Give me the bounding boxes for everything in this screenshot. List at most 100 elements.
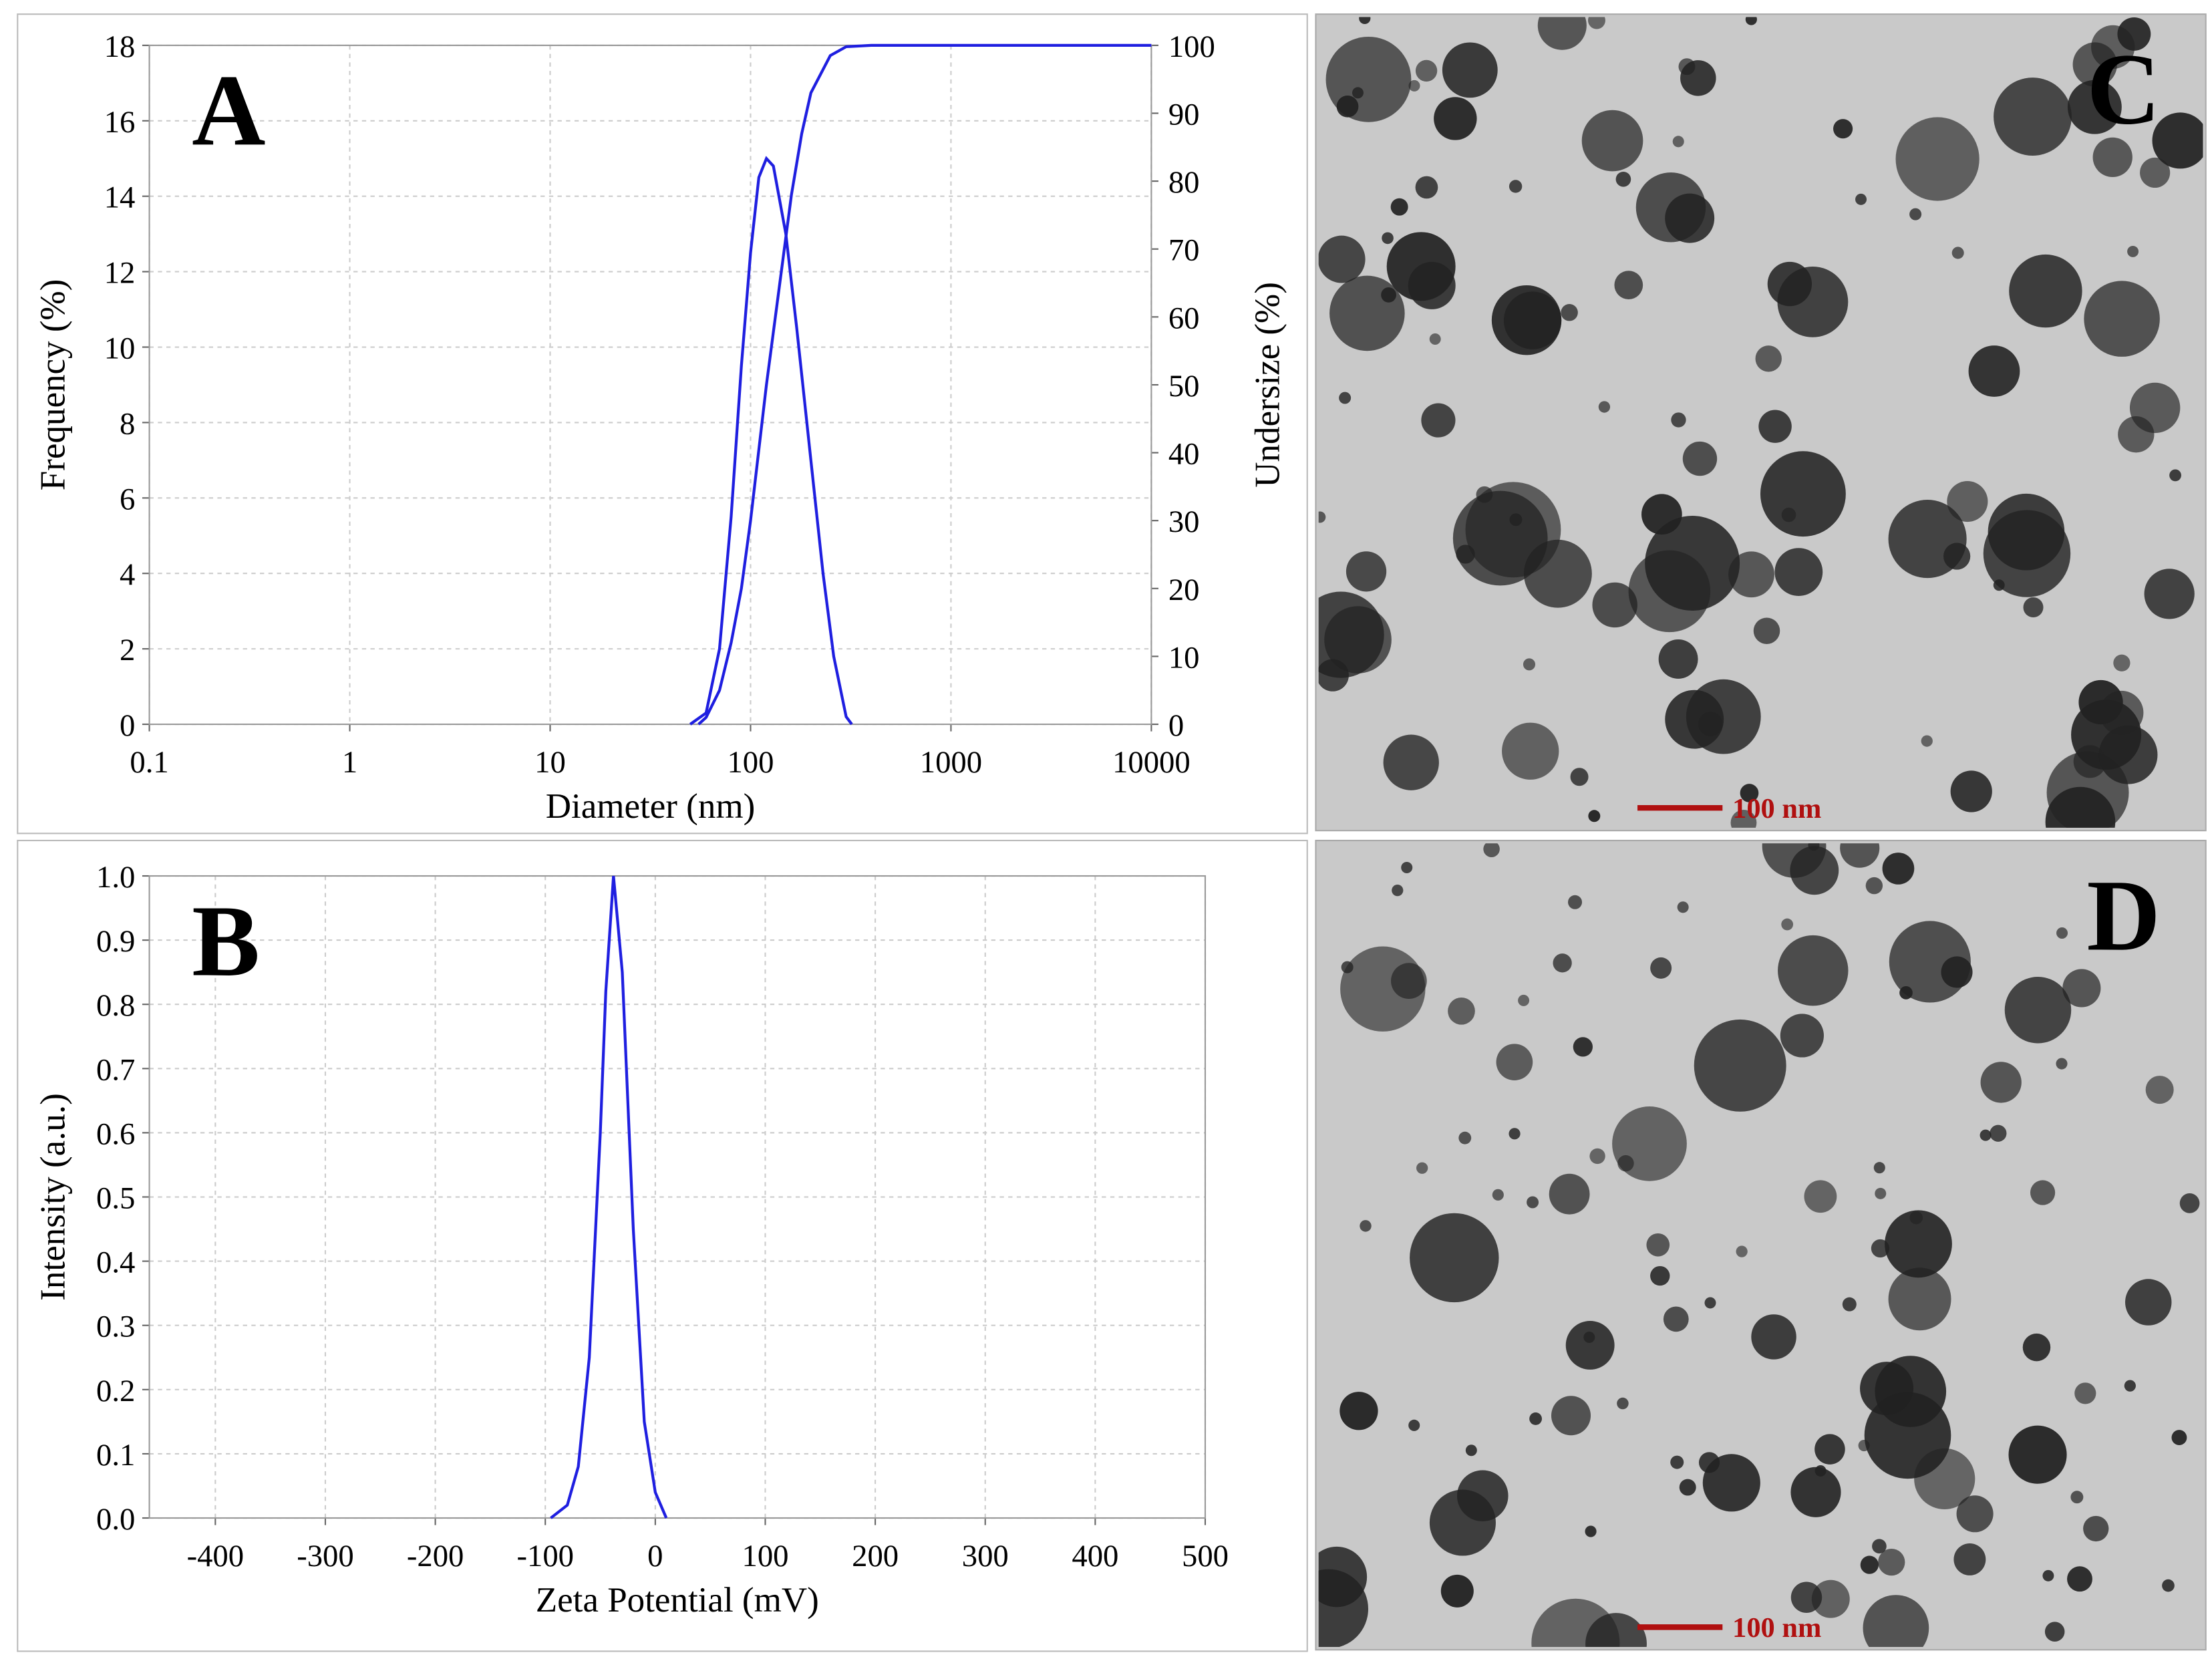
particles [1318, 17, 2203, 828]
particle [1382, 232, 1394, 245]
particle [1440, 1574, 1474, 1608]
particle [1833, 119, 1853, 139]
x-tick-label: -300 [297, 1539, 354, 1573]
particle [1491, 285, 1562, 355]
particle [1871, 1239, 1890, 1258]
particle [2056, 927, 2068, 939]
particle [1509, 1128, 1521, 1140]
particle [1448, 997, 1475, 1025]
y2-tick-label: 70 [1168, 233, 1200, 268]
plot-frame [148, 875, 1207, 1519]
y-tick-label: 0.7 [96, 1052, 135, 1087]
particle [1980, 1129, 1992, 1141]
particle [1672, 136, 1684, 148]
particle [1968, 345, 2020, 397]
y2-tick-label: 100 [1168, 29, 1215, 64]
particle [2067, 1566, 2092, 1592]
particle [1570, 768, 1589, 786]
x-tick-label: -400 [187, 1539, 245, 1573]
particle [1341, 961, 1354, 973]
particle [1496, 1044, 1533, 1080]
particle [1346, 551, 1387, 592]
particle [1561, 303, 1578, 321]
particle [1888, 1267, 1951, 1331]
particle [1677, 901, 1689, 913]
x-tick-label: 0 [647, 1539, 663, 1573]
particle [2140, 157, 2171, 188]
particle [1650, 957, 1672, 979]
particle [1921, 735, 1933, 747]
x-tick-label: 0.1 [130, 745, 168, 780]
particle [1994, 78, 2072, 156]
data-line [689, 156, 853, 726]
particle [1401, 861, 1413, 874]
particle [1873, 1162, 1885, 1174]
particle [1612, 1106, 1687, 1181]
particle [1529, 1412, 1542, 1425]
particle [2022, 1333, 2051, 1362]
particle [2124, 1380, 2136, 1392]
y-tick-label: 2 [120, 633, 135, 667]
particle [1990, 1124, 2007, 1142]
particle [1581, 110, 1643, 172]
particle [1381, 287, 1396, 303]
x-tick-label: 10 [534, 745, 566, 780]
y-tick-label: 8 [120, 406, 135, 441]
particle [1390, 198, 1408, 216]
particle [1840, 843, 1880, 868]
particle [1641, 494, 1682, 535]
particle [1523, 658, 1536, 671]
particle [2009, 254, 2082, 328]
particle [1885, 1210, 1952, 1278]
particle [2067, 80, 2122, 134]
x-tick-label: 500 [1182, 1539, 1229, 1573]
y-tick-label: 0.1 [96, 1438, 135, 1473]
particle [2070, 1491, 2084, 1504]
panel-frame [17, 13, 1308, 834]
particle [1527, 1196, 1539, 1209]
particle [1842, 1297, 1857, 1312]
particle [1318, 235, 1366, 283]
particle [1950, 770, 1992, 812]
panel-label: D [2087, 859, 2161, 972]
particle [1663, 1306, 1689, 1332]
particle [1679, 1479, 1696, 1496]
particle [1383, 734, 1439, 790]
particle [1410, 1213, 1499, 1303]
particle [1392, 885, 1404, 897]
particle [1573, 1037, 1593, 1057]
particle [1416, 1162, 1428, 1174]
particle [1518, 994, 1530, 1006]
particle [1704, 1297, 1716, 1309]
x-tick-label: -200 [407, 1539, 464, 1573]
particle [1781, 918, 1794, 931]
panel-label: C [2087, 33, 2161, 146]
particle [1804, 1180, 1837, 1213]
y-tick-label: 12 [104, 256, 136, 291]
particle [1352, 87, 1364, 99]
data-line [550, 875, 668, 1519]
particle [1865, 877, 1883, 895]
particle [2152, 112, 2203, 169]
particle [1762, 843, 1827, 878]
y2-tick-label: 90 [1168, 97, 1200, 132]
particle [1502, 722, 1559, 780]
particle [1587, 17, 1605, 29]
panel-label: B [192, 885, 260, 998]
particle [1646, 1233, 1670, 1257]
y-tick-label: 0.0 [96, 1502, 135, 1537]
x-tick-label: 200 [852, 1539, 899, 1573]
particle [1565, 1321, 1615, 1370]
panel-frame [17, 839, 1308, 1652]
y2-tick-label: 30 [1168, 504, 1200, 539]
particle [2046, 751, 2129, 828]
particle [1325, 36, 1412, 122]
particle [2083, 1515, 2109, 1542]
particle [2074, 1382, 2096, 1404]
particle [1452, 490, 1548, 586]
y-tick-label: 6 [120, 482, 135, 516]
particle [1790, 1467, 1841, 1517]
y-tick-label: 10 [104, 331, 136, 365]
particle [1645, 516, 1740, 611]
particle [1694, 1019, 1786, 1112]
